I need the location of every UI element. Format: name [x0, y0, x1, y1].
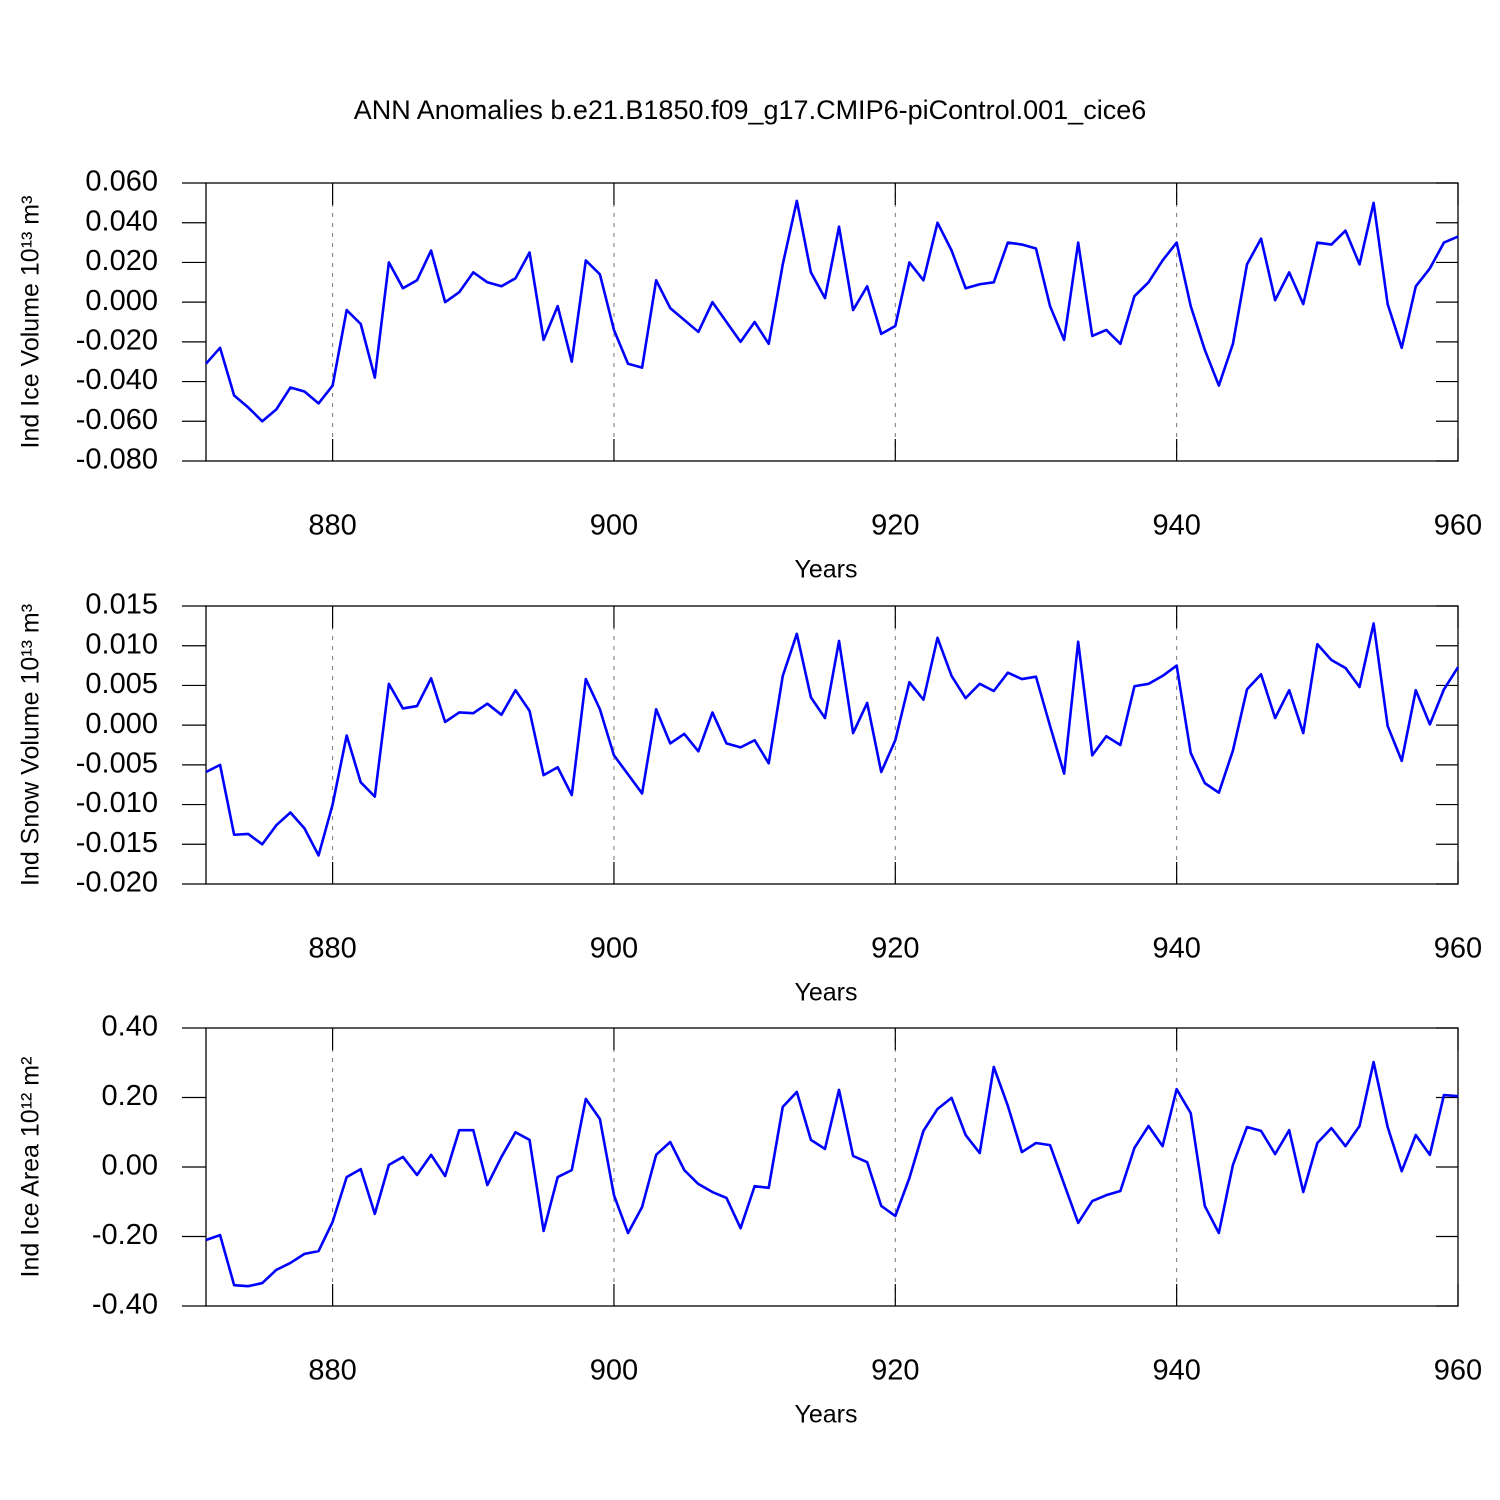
- plot-frame: [205, 1027, 1459, 1307]
- x-tick-label: 920: [871, 933, 919, 965]
- y-tick-label: 0.40: [102, 1011, 158, 1043]
- y-axis-label: Ind Snow Volume 10¹³ m³: [17, 604, 45, 886]
- y-tick-label: -0.040: [76, 364, 158, 396]
- y-tick-label: 0.000: [85, 285, 158, 317]
- x-tick-label: 880: [308, 510, 356, 542]
- y-tick-label: 0.00: [102, 1150, 158, 1182]
- x-tick-label: 960: [1434, 1355, 1482, 1387]
- y-tick-label: -0.20: [92, 1219, 158, 1251]
- x-tick-label: 960: [1434, 933, 1482, 965]
- y-axis-label: Ind Ice Volume 10¹³ m³: [17, 196, 45, 449]
- data-line: [205, 1060, 1459, 1288]
- x-tick-label: 900: [590, 510, 638, 542]
- plot-frame: [205, 182, 1459, 462]
- data-line: [205, 199, 1459, 423]
- y-tick-label: -0.060: [76, 404, 158, 436]
- y-tick-label: 0.040: [85, 205, 158, 237]
- x-tick-label: 920: [871, 510, 919, 542]
- y-tick-label: -0.005: [76, 748, 158, 780]
- y-tick-label: 0.020: [85, 245, 158, 277]
- x-axis-label: Years: [794, 979, 857, 1007]
- y-tick-label: 0.060: [85, 166, 158, 198]
- data-line: [205, 622, 1460, 857]
- y-tick-label: 0.20: [102, 1080, 158, 1112]
- y-tick-label: -0.080: [76, 444, 158, 476]
- y-tick-label: 0.015: [85, 589, 158, 621]
- y-tick-label: 0.010: [85, 628, 158, 660]
- panel: 880 900 920 940 960 -0.080 -0.060 -0.040 -0.020 0…: [17, 166, 1483, 584]
- figure-title: ANN Anomalies b.e21.B1850.f09_g17.CMIP6-…: [354, 95, 1146, 125]
- x-tick-label: 900: [590, 933, 638, 965]
- y-tick-label: -0.020: [76, 867, 158, 899]
- x-axis-label: Years: [794, 556, 857, 584]
- x-tick-label: 960: [1434, 510, 1482, 542]
- y-tick-label: -0.010: [76, 787, 158, 819]
- x-tick-label: 940: [1152, 510, 1200, 542]
- y-tick-label: 0.000: [85, 708, 158, 740]
- plot-frame: [205, 605, 1459, 885]
- y-tick-label: 0.005: [85, 668, 158, 700]
- y-tick-label: -0.015: [76, 827, 158, 859]
- x-tick-label: 880: [308, 1355, 356, 1387]
- y-tick-label: -0.020: [76, 325, 158, 357]
- x-tick-label: 940: [1152, 933, 1200, 965]
- y-axis-label: Ind Ice Area 10¹² m²: [17, 1057, 45, 1278]
- y-tick-label: -0.40: [92, 1289, 158, 1321]
- x-axis-label: Years: [794, 1401, 857, 1429]
- panel: 880 900 920 940 960 -0.40 -0.20 0.00 0.20 0.40 Yea…: [17, 1011, 1483, 1429]
- panel: 880 900 920 940 960 -0.020 -0.015 -0.010 -0.005 0…: [17, 589, 1483, 1007]
- x-tick-label: 920: [871, 1355, 919, 1387]
- x-tick-label: 940: [1152, 1355, 1200, 1387]
- x-tick-label: 880: [308, 933, 356, 965]
- x-tick-label: 900: [590, 1355, 638, 1387]
